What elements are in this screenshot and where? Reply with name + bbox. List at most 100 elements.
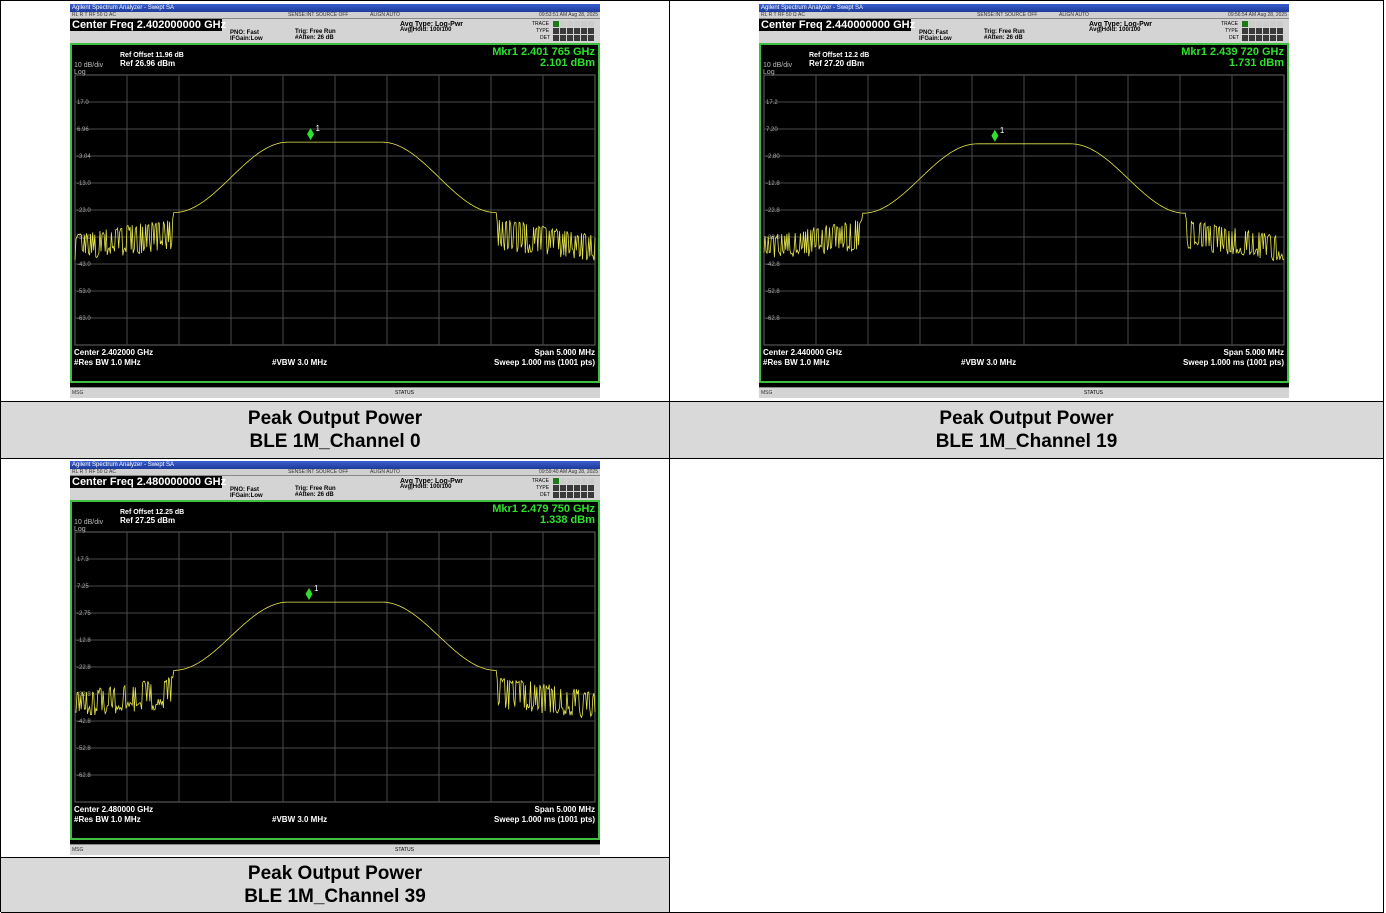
marker-power: 1.731 dBm [1229,57,1284,69]
trace-indicator-box [1263,35,1269,41]
trace-indicator-box [553,492,559,498]
y-tick-label: -22.8 [77,665,91,671]
log-label: Log [74,69,86,76]
trace-indicator-box [574,492,580,498]
status-align: ALIGN AUTO [1059,12,1089,18]
settings-header: Center Freq 2.480000000 GHz PNO: Fast IFGa… [70,476,600,500]
det-label: DET [540,492,550,498]
trace-indicator-box [553,28,559,34]
trace-indicator-box [581,35,587,41]
settings-header: Center Freq 2.440000000 GHz PNO: Fast IFGa… [759,19,1289,43]
status-sense: SENSE:INT SOURCE OFF [977,12,1038,18]
trace-indicator-box [588,478,594,484]
status-label: STATUS [395,390,414,396]
spectrum-display: Ref Offset 12.2 dB Ref 27.20 dBm 10 dB/div… [759,43,1289,383]
y-tick-label: -53.0 [77,289,91,295]
table-cell-ch19-image [670,1,1384,402]
trace-indicator-box [1249,35,1255,41]
type-label: TYPE [536,28,550,34]
trace-indicator-box [567,35,573,41]
msg-label: MSG [761,390,773,396]
settings-header: Center Freq 2.402000000 GHz PNO: Fast IFGa… [70,19,600,43]
log-label: Log [74,526,86,533]
status-sense: SENSE:INT SOURCE OFF [288,469,349,475]
timestamp: 09:59:40 AM Aug 28, 2025 [539,469,598,475]
trace-indicator-box [1270,28,1276,34]
marker-diamond [305,587,313,600]
trace-indicator-box [560,21,566,27]
ref-level: Ref 26.96 dBm [120,59,175,68]
message-bar: MSG STATUS [70,387,600,398]
spectrum-trace [74,141,596,261]
spectrum-analyzer-ch39: Agilent Spectrum Analyzer - Swept SA RL R… [70,461,600,855]
trace-indicator-box [574,28,580,34]
spectrum-analyzer-ch0: Agilent Spectrum Analyzer - Swept SA RL R… [70,4,600,398]
span-label: Span 5.000 MHz [535,805,595,814]
status-row: RL R T RF 50 Ω AC SENSE:INT SOURCE OFF ALI… [70,12,600,19]
status-flags: RL R T RF 50 Ω AC [761,12,805,18]
trace-indicator-box [581,28,587,34]
table-cell-ch0-image [1,1,670,402]
status-label: STATUS [395,847,414,853]
trace-indicator-box [588,35,594,41]
trace-indicator-box [581,21,587,27]
trace-indicator-box [1263,28,1269,34]
ifgain-label: IFGain:Low [230,36,263,42]
y-tick-label: -52.8 [766,289,780,295]
trace-indicator-box [560,478,566,484]
vbw-label: #VBW 3.0 MHz [961,358,1016,367]
y-tick-label: -2.75 [77,611,91,617]
table-cell-ch39-caption: Peak Output Power BLE 1M_Channel 39 [1,858,670,913]
trace-indicator-box [553,478,559,484]
spectrum-trace [763,143,1285,262]
table-cell-empty [670,459,1384,913]
span-label: Span 5.000 MHz [1224,348,1284,357]
trace-indicator-box [581,485,587,491]
y-tick-label: -32.8 [77,692,91,698]
spectrum-display: Ref Offset 12.25 dB Ref 27.25 dBm 10 dB/di… [70,500,600,840]
trace-indicator-box [1277,21,1283,27]
avg-hold-label: Avg|Hold: 100/100 [400,484,452,490]
trace-indicator-box [1256,21,1262,27]
res-bw-label: #Res BW 1.0 MHz [763,358,830,367]
avg-type-label: Avg Type: Log-Pwr [400,478,463,485]
marker-diamond [307,128,315,141]
ref-offset: Ref Offset 11.96 dB [120,52,184,59]
timestamp: 09:56:54 AM Aug 28, 2025 [1228,12,1287,18]
trace-indicator-box [574,21,580,27]
trace-indicator-box [1256,28,1262,34]
trace-indicator-box [560,28,566,34]
y-tick-label: 7.20 [766,127,778,133]
y-tick-label: -63.0 [77,316,91,322]
sweep-label: Sweep 1.000 ms (1001 pts) [494,815,595,824]
sweep-label: Sweep 1.000 ms (1001 pts) [494,358,595,367]
status-flags: RL R T RF 50 Ω AC [72,469,116,475]
y-tick-label: -52.8 [77,746,91,752]
status-align: ALIGN AUTO [370,469,400,475]
y-tick-label: -12.8 [766,181,780,187]
status-flags: RL R T RF 50 Ω AC [72,12,116,18]
status-label: STATUS [1084,390,1103,396]
window-title: Agilent Spectrum Analyzer - Swept SA [759,4,1289,12]
avg-type-label: Avg Type: Log-Pwr [1089,21,1152,28]
res-bw-label: #Res BW 1.0 MHz [74,358,141,367]
marker-frequency: Mkr1 2.479 750 GHz [492,503,595,515]
det-label: DET [1229,35,1239,41]
msg-label: MSG [72,390,84,396]
avg-hold-label: Avg|Hold: 100/100 [1089,27,1141,33]
trace-indicator-box [1270,35,1276,41]
status-sense: SENSE:INT SOURCE OFF [288,12,349,18]
y-tick-label: -22.8 [766,208,780,214]
y-tick-label: -12.8 [77,638,91,644]
marker-frequency: Mkr1 2.401 765 GHz [492,46,595,58]
trace-label: TRACE [1221,21,1238,27]
y-tick-label: 17.3 [77,557,89,563]
y-tick-label: 17.2 [766,100,778,106]
avg-type-label: Avg Type: Log-Pwr [400,21,463,28]
trace-indicator-box [560,35,566,41]
trace-indicator-box [1249,21,1255,27]
trace-indicator-box [1277,28,1283,34]
y-tick-label: -3.04 [77,154,91,160]
ref-offset: Ref Offset 12.2 dB [809,52,869,59]
